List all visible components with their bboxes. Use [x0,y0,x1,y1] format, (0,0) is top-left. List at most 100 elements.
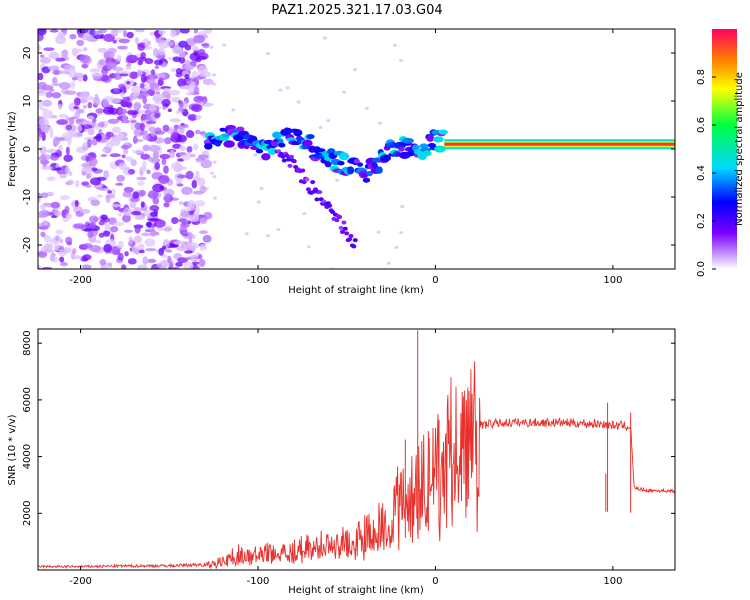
spectrogram-noise-blob [87,138,92,148]
spectrogram-noise-blob [87,101,93,109]
spectrogram-noise-blob [87,127,95,136]
spectrogram-noise-blob [117,212,123,217]
spectrogram-noise-blob [400,204,405,208]
spectrogram-noise-blob [182,244,188,252]
spectrogram-xlabel: Height of straight line (km) [288,285,424,296]
spectrogram-noise-blob [74,111,81,119]
snr-series-line [38,361,675,570]
spectrogram-noise-blob [134,29,145,33]
spectrogram-noise-blob [148,126,157,133]
spectrogram-signal-blob [255,148,264,154]
spectrogram-signal-blob [419,143,429,149]
spectrogram-noise-blob [48,51,60,60]
spectrogram-noise-blob [153,59,163,66]
spectrogram-noise-blob [100,214,108,221]
spectrogram-xtick-label: -200 [69,275,92,286]
colorbar-ticks: 0.0 0.2 0.4 0.6 0.8 [696,69,716,277]
snr-xlabel: Height of straight line (km) [288,585,424,596]
spectrogram-noise-blob [60,261,68,267]
spectrogram-noise-blob [85,156,91,161]
spectrogram-noise-blob [147,189,159,199]
spectrogram-noise-blob [133,248,141,255]
spectrogram-branch-blob [327,203,333,208]
spectrogram-noise-blob [306,245,311,249]
spectrogram-noise-blob [285,86,290,90]
spectrogram-noise-blob [46,148,58,154]
spectrogram-noise-blob [76,124,83,132]
spectrogram-noise-blob [51,91,62,99]
spectrogram-noise-blob [93,30,102,35]
spectrogram-branch-blob [334,218,340,223]
spectrogram-noise-blob [105,141,114,149]
spectrogram-noise-blob [130,122,136,131]
spectrogram-noise-blob [140,153,151,160]
spectrogram-branch-blob [288,154,294,159]
spectrogram-noise-blob [145,120,157,125]
spectrogram-noise-blob [179,85,190,90]
spectrogram-noise-blob [128,236,133,246]
spectrogram-noise-blob [73,223,86,229]
spectrogram-carrier-core [444,142,675,146]
spectrogram-noise-blob [95,108,105,114]
spectrogram-noise-blob [364,106,369,110]
spectrogram-noise-blob [170,162,182,170]
spectrogram-noise-blob [38,155,47,162]
spectrogram-noise-blob [97,47,108,53]
spectrogram-noise-blob [126,81,131,85]
spectrogram-noise-blob [190,215,200,222]
colorbar-tick-label: 0.4 [696,165,707,181]
spectrogram-noise-blob [195,158,203,163]
spectrogram-noise-blob [85,184,92,189]
spectrogram-noise-blob [50,155,59,161]
spectrogram-noise-blob [193,34,206,44]
spectrogram-noise-blob [103,170,109,179]
spectrogram-noise-blob [399,59,404,63]
spectrogram-noise-blob [144,238,156,247]
spectrogram-noise-blob [178,40,188,48]
spectrogram-noise-blob [109,225,119,233]
spectrogram-noise-blob [40,54,45,58]
spectrogram-noise-blob [202,78,214,86]
spectrogram-noise-blob [209,45,214,49]
spectrogram-noise-blob [134,37,140,45]
spectrogram-noise-blob [62,30,68,35]
spectrogram-noise-blob [78,109,85,114]
spectrogram-noise-blob [197,65,208,75]
spectrogram-noise-blob [50,201,60,209]
spectrogram-noise-blob [124,251,129,257]
spectrogram-noise-blob [102,99,109,107]
spectrogram-noise-blob [81,162,93,168]
spectrogram-noise-blob [49,254,56,262]
spectrogram-noise-blob [170,131,179,140]
spectrogram-noise-blob [55,167,62,171]
spectrogram-noise-blob [93,184,103,189]
spectrogram-noise-blob [39,56,51,64]
spectrogram-noise-blob [85,173,91,179]
spectrogram-branch-blob [280,154,286,159]
spectrogram-noise-blob [159,153,171,160]
spectrogram-branch-blob [293,164,299,169]
spectrogram-noise-blob [392,43,397,47]
spectrogram-noise-blob [109,153,122,158]
spectrogram-noise-blob [187,77,194,81]
snr-ytick-label: 6000 [22,387,33,412]
snr-ytick-label: 8000 [22,330,33,355]
spectrogram-noise-blob [169,29,177,38]
spectrogram-noise-blob [353,68,358,72]
spectrogram-noise-blob [134,122,142,130]
spectrogram-noise-blob [98,58,107,66]
spectrogram-noise-blob [194,206,200,216]
spectrogram-noise-blob [173,240,186,246]
spectrogram-noise-blob [58,248,67,257]
spectrogram-branch-blob [291,159,297,164]
spectrogram-branch-blob [284,153,290,158]
spectrogram-noise-blob [202,234,212,243]
spectrogram-noise-blob [189,153,196,158]
spectrogram-noise-blob [40,165,53,171]
spectrogram-noise-blob [63,64,76,72]
spectrogram-heatmap [38,29,675,269]
colorbar-label: Normalized spectral amplitude [734,72,745,226]
spectrogram-noise-blob [148,144,160,153]
spectrogram-noise-blob [55,35,66,45]
